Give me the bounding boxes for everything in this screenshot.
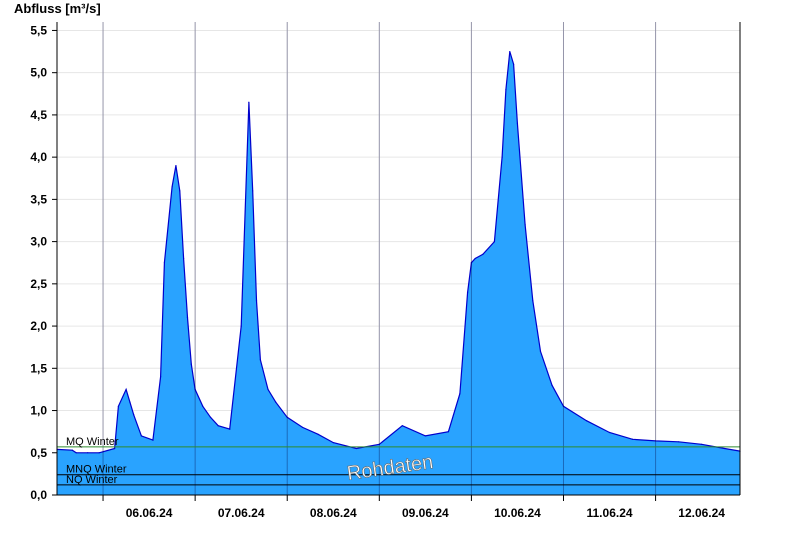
data-point — [229, 429, 230, 430]
data-point — [513, 64, 514, 65]
data-point — [333, 442, 334, 443]
data-point — [256, 300, 257, 301]
data-point — [509, 51, 510, 52]
y-tick-label: 0,0 — [30, 488, 47, 502]
data-point — [267, 389, 268, 390]
x-tick-label: 11.06.24 — [587, 506, 633, 520]
data-point — [724, 448, 725, 449]
data-point — [505, 89, 506, 90]
data-point — [356, 448, 357, 449]
data-point — [317, 434, 318, 435]
data-point — [87, 452, 88, 453]
data-point — [252, 190, 253, 191]
data-point — [129, 401, 130, 402]
data-point — [678, 441, 679, 442]
data-point — [164, 262, 165, 263]
data-point — [125, 389, 126, 390]
x-tick-label: 12.06.24 — [678, 506, 725, 520]
data-point — [540, 351, 541, 352]
data-point — [494, 241, 495, 242]
y-tick-label: 3,0 — [30, 235, 47, 249]
data-point — [152, 439, 153, 440]
data-point — [241, 325, 242, 326]
y-tick-label: 1,0 — [30, 404, 47, 418]
y-tick-label: 2,5 — [30, 277, 47, 291]
y-tick-label: 3,5 — [30, 192, 47, 206]
data-point — [632, 439, 633, 440]
data-point — [551, 385, 552, 386]
data-point — [175, 165, 176, 166]
y-tick-label: 2,0 — [30, 319, 47, 333]
data-point — [191, 363, 192, 364]
data-point — [187, 317, 188, 318]
data-point — [202, 406, 203, 407]
x-tick-label: 10.06.24 — [494, 506, 541, 520]
data-point — [448, 431, 449, 432]
reference-line-label: NQ Winter — [66, 474, 118, 486]
data-point — [609, 432, 610, 433]
reference-line-label: MQ Winter — [66, 436, 119, 448]
y-tick-label: 0,5 — [30, 446, 47, 460]
data-point — [525, 224, 526, 225]
data-point — [210, 417, 211, 418]
data-point — [402, 425, 403, 426]
y-axis-ticks: 0,0 0,5 1,0 1,5 2,0 2,5 3,0 3,5 4,0 4,5 5,0 5,5 — [30, 23, 57, 502]
data-point — [425, 435, 426, 436]
data-point — [482, 254, 483, 255]
data-point — [586, 420, 587, 421]
y-tick-label: 5,5 — [30, 23, 47, 37]
data-point — [260, 359, 261, 360]
data-point — [218, 425, 219, 426]
y-tick-label: 4,0 — [30, 150, 47, 164]
data-point — [76, 452, 77, 453]
data-point — [114, 448, 115, 449]
y-axis-title: Abfluss [m³/s] — [14, 1, 101, 16]
y-tick-label: 5,0 — [30, 66, 47, 80]
x-axis-ticks: 06.06.24 07.06.24 08.06.24 09.06.24 10.06.24… — [103, 495, 725, 520]
data-point — [72, 450, 73, 451]
y-tick-label: 1,5 — [30, 361, 47, 375]
data-point — [160, 376, 161, 377]
data-point — [517, 123, 518, 124]
x-tick-label: 07.06.24 — [218, 506, 265, 520]
data-point — [141, 435, 142, 436]
data-point — [459, 393, 460, 394]
data-point — [467, 292, 468, 293]
data-point — [183, 258, 184, 259]
data-point — [275, 401, 276, 402]
data-point — [118, 406, 119, 407]
data-point — [179, 190, 180, 191]
data-point — [302, 427, 303, 428]
data-point — [172, 186, 173, 187]
data-point — [475, 258, 476, 259]
x-tick-label: 08.06.24 — [310, 506, 357, 520]
data-point — [532, 300, 533, 301]
data-point — [502, 157, 503, 158]
series-area — [56, 22, 740, 495]
data-point — [701, 444, 702, 445]
data-point — [133, 414, 134, 415]
x-tick-label: 09.06.24 — [402, 506, 449, 520]
x-tick-label: 06.06.24 — [126, 506, 173, 520]
data-point — [248, 102, 249, 103]
y-tick-label: 4,5 — [30, 108, 47, 122]
data-point — [99, 452, 100, 453]
